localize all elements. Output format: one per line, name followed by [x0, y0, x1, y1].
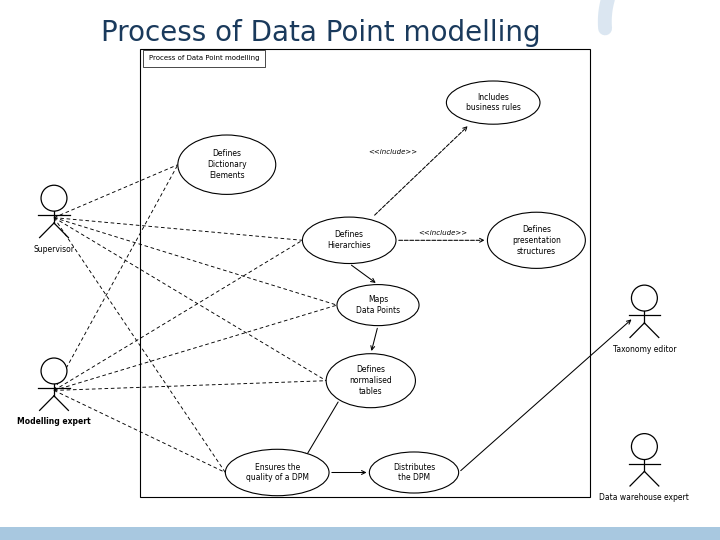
Text: Includes
business rules: Includes business rules [466, 93, 521, 112]
Text: <<include>>: <<include>> [418, 230, 467, 237]
FancyBboxPatch shape [140, 49, 590, 497]
Ellipse shape [631, 434, 657, 460]
Text: Process of Data Point modelling: Process of Data Point modelling [149, 55, 259, 61]
Text: Defines
Dictionary
Elements: Defines Dictionary Elements [207, 150, 247, 180]
Text: Supervisor: Supervisor [34, 245, 74, 254]
Text: Process of Data Point modelling: Process of Data Point modelling [101, 19, 541, 47]
Text: Ensures the
quality of a DPM: Ensures the quality of a DPM [246, 463, 309, 482]
FancyBboxPatch shape [0, 526, 720, 540]
Ellipse shape [178, 135, 276, 194]
Text: Distributes
the DPM: Distributes the DPM [393, 463, 435, 482]
Ellipse shape [369, 452, 459, 493]
Text: Defines
normalised
tables: Defines normalised tables [349, 366, 392, 396]
Ellipse shape [337, 285, 419, 326]
Ellipse shape [631, 285, 657, 311]
Ellipse shape [41, 185, 67, 211]
Text: Defines
Hierarchies: Defines Hierarchies [328, 231, 371, 250]
Text: Taxonomy editor: Taxonomy editor [613, 345, 676, 354]
Ellipse shape [302, 217, 396, 264]
Text: Data warehouse expert: Data warehouse expert [600, 493, 689, 502]
Ellipse shape [446, 81, 540, 124]
Ellipse shape [41, 358, 67, 384]
Text: Maps
Data Points: Maps Data Points [356, 295, 400, 315]
Text: Defines
presentation
structures: Defines presentation structures [512, 225, 561, 255]
Text: <<include>>: <<include>> [368, 149, 417, 156]
Text: Modelling expert: Modelling expert [17, 417, 91, 427]
Ellipse shape [326, 354, 415, 408]
Ellipse shape [487, 212, 585, 268]
Ellipse shape [225, 449, 329, 496]
